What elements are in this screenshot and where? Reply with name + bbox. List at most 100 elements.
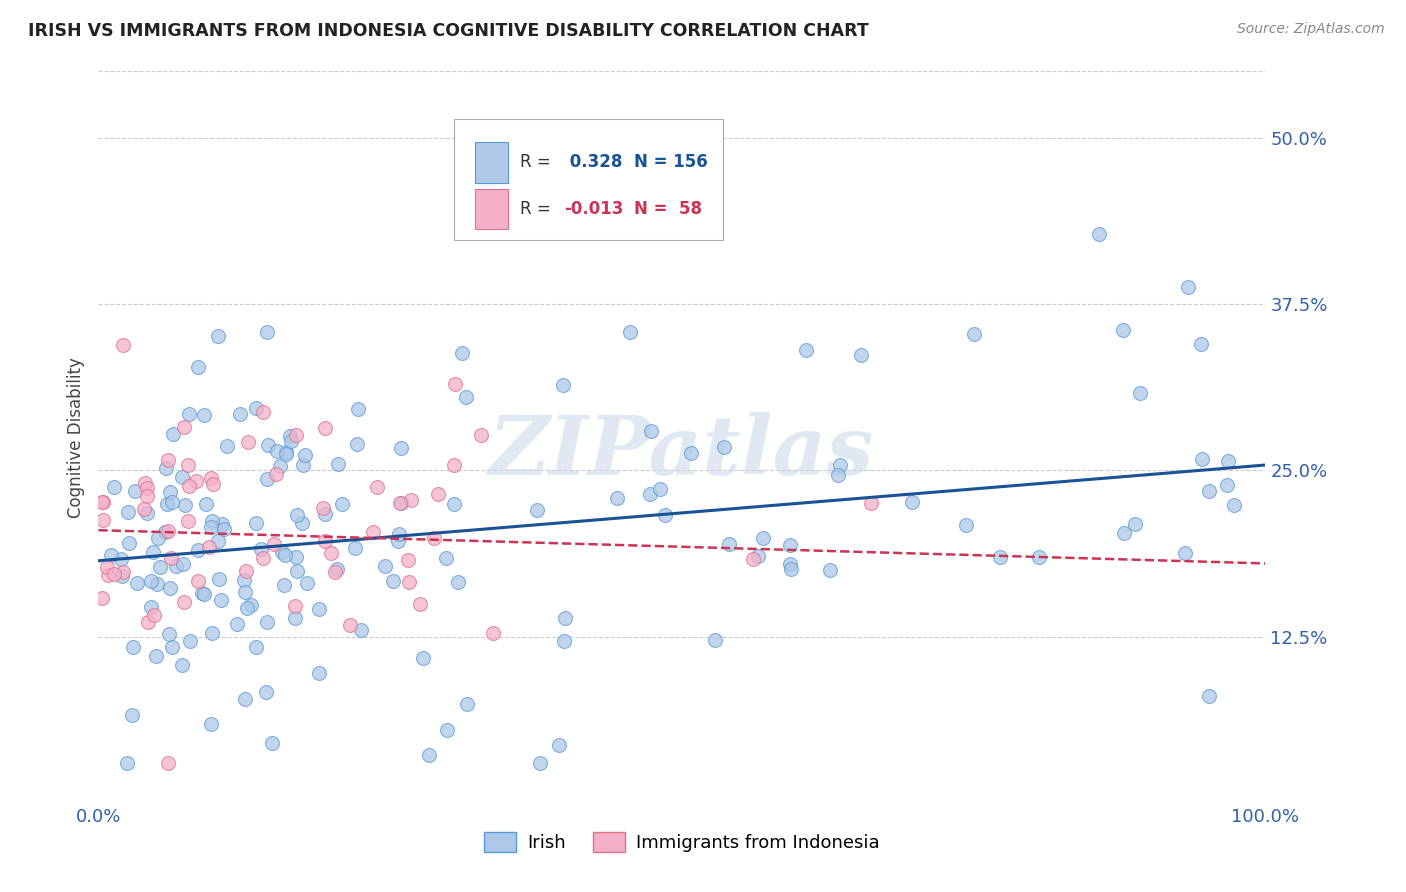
Legend: Irish, Immigrants from Indonesia: Irish, Immigrants from Indonesia [477,824,887,860]
Point [827,468,849,483]
Point [209,593,232,607]
Text: N =  58: N = 58 [634,200,702,219]
Point [619,325,641,339]
Point [346,436,368,450]
Point [256,615,278,629]
Point [551,377,574,392]
Point [245,516,267,530]
Point [1198,484,1220,499]
Point [200,519,222,533]
Point [436,723,458,738]
Point [292,458,315,472]
Point [252,551,274,566]
Point [155,460,177,475]
Point [443,497,465,511]
Point [134,475,156,490]
Point [718,536,741,550]
Point [408,597,430,611]
Point [201,476,224,491]
Text: Source: ZipAtlas.com: Source: ZipAtlas.com [1237,22,1385,37]
Point [155,524,177,539]
Point [165,559,187,574]
Point [361,524,384,539]
Text: N = 156: N = 156 [634,153,707,171]
Point [212,522,235,536]
Point [201,514,224,528]
Point [294,448,316,462]
Point [160,640,183,654]
Point [1112,323,1135,337]
Point [236,434,259,449]
Point [396,553,419,567]
Point [366,480,388,494]
Point [132,501,155,516]
Point [110,552,132,566]
Point [115,756,138,770]
Point [225,617,247,632]
Point [703,632,725,647]
Point [135,506,157,520]
Point [187,574,209,589]
Point [434,550,457,565]
Point [779,539,801,553]
Point [91,591,114,605]
Point [1189,337,1212,351]
Point [752,531,775,545]
Point [481,625,503,640]
Point [794,343,817,357]
Point [211,516,233,531]
Text: -0.013: -0.013 [564,200,623,219]
Point [195,497,218,511]
Point [193,408,215,422]
Point [343,541,366,555]
Point [96,560,118,574]
Point [125,576,148,591]
Point [256,325,278,339]
Point [350,623,373,637]
Point [235,564,257,578]
Point [779,558,801,572]
Point [252,405,274,419]
Point [90,495,112,509]
Point [249,541,271,556]
Point [285,508,308,522]
Point [193,586,215,600]
Point [1123,516,1146,531]
Point [103,567,125,582]
Point [146,531,169,545]
Point [326,457,349,471]
Point [207,329,229,343]
Point [122,640,145,655]
Point [148,559,170,574]
Point [399,492,422,507]
Point [387,534,409,549]
Point [172,557,194,571]
Point [640,424,662,438]
Point [159,581,181,595]
Point [229,408,252,422]
Point [200,717,222,731]
Point [648,483,671,497]
FancyBboxPatch shape [475,143,508,183]
Text: IRISH VS IMMIGRANTS FROM INDONESIA COGNITIVE DISABILITY CORRELATION CHART: IRISH VS IMMIGRANTS FROM INDONESIA COGNI… [28,22,869,40]
Point [553,634,575,648]
Point [398,574,420,589]
Point [177,458,200,472]
Point [1223,498,1246,512]
Point [326,562,349,576]
Point [1177,279,1199,293]
Point [254,684,277,698]
Point [681,446,703,460]
Point [145,648,167,663]
Point [447,575,470,590]
Point [236,600,259,615]
Point [233,692,256,706]
Text: 0.328: 0.328 [564,153,623,171]
Point [323,565,346,579]
Point [160,550,183,565]
Point [860,496,883,510]
FancyBboxPatch shape [454,119,723,240]
Point [191,585,214,599]
Point [97,567,120,582]
Point [780,562,803,576]
